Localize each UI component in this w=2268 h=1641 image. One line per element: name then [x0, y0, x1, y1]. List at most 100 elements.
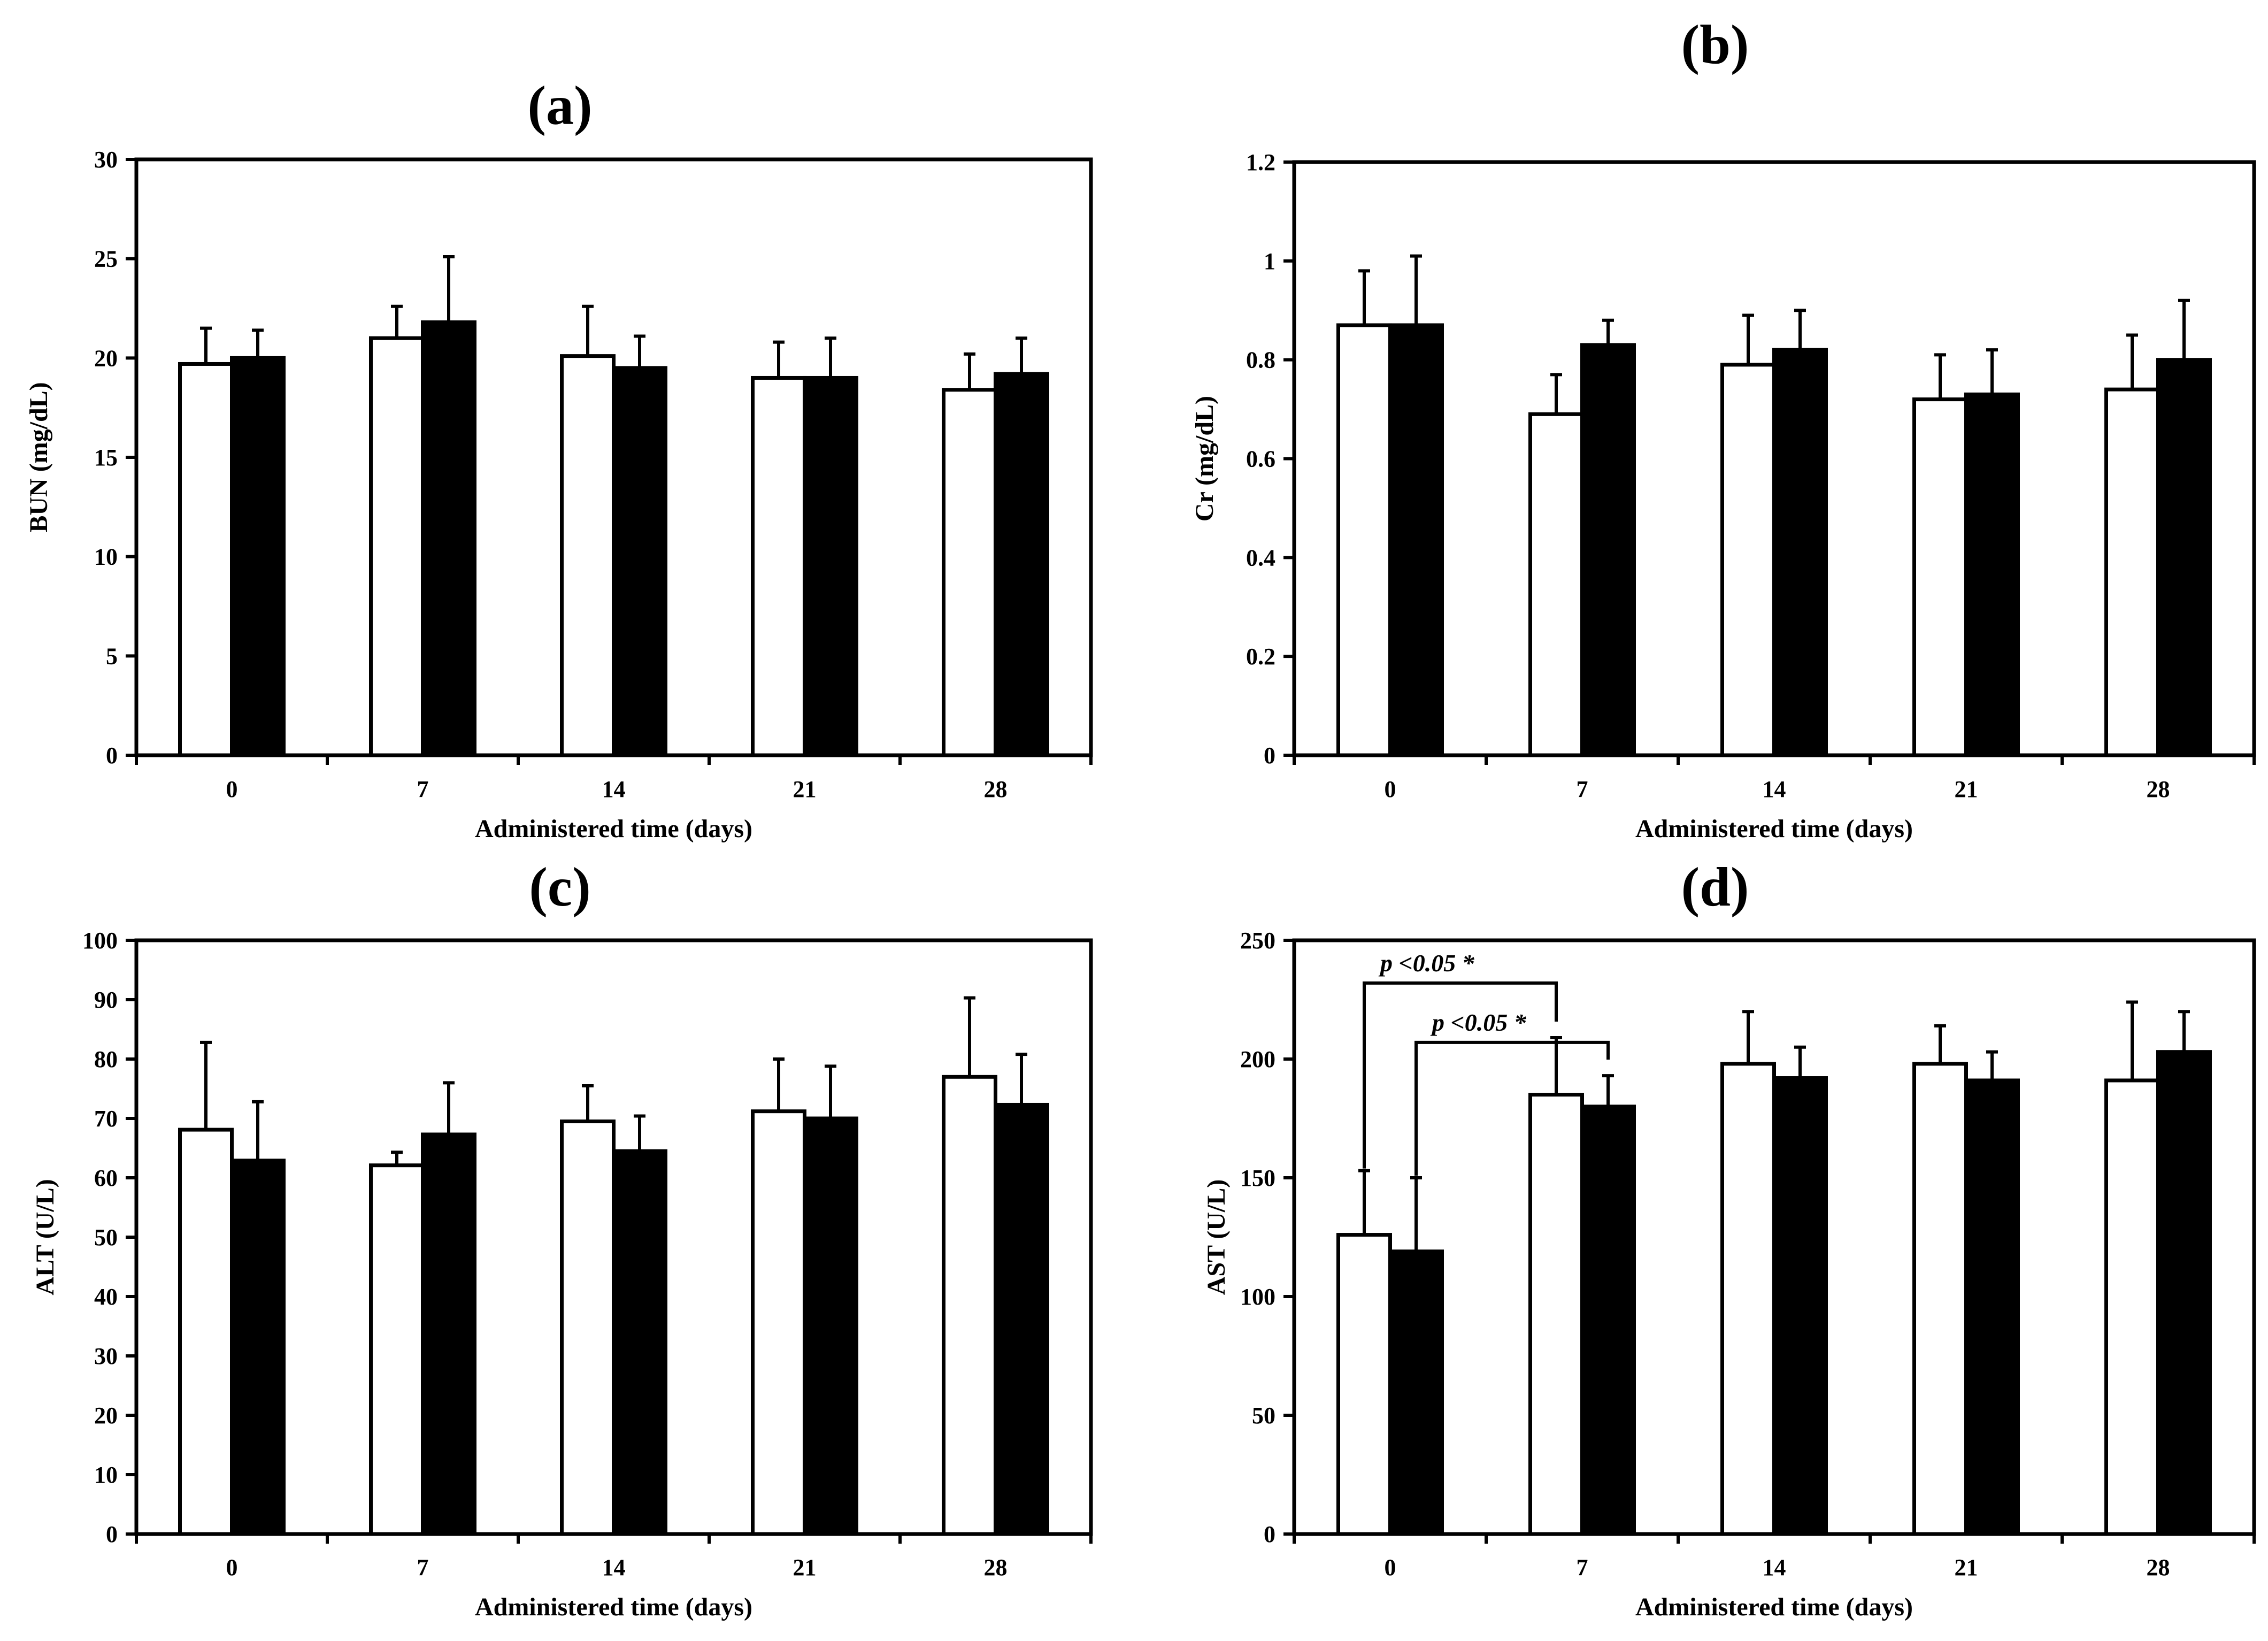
bar-filled-day-7: [421, 320, 476, 757]
y-tick-label: 0: [1264, 1521, 1275, 1547]
significance-bracket: [1414, 1040, 1610, 1176]
x-axis-label: Administered time (days): [475, 1593, 752, 1621]
bar-filled-day-0: [1388, 323, 1444, 757]
bar-filled-day-0: [1388, 1249, 1444, 1536]
x-tick-label: 0: [226, 1554, 238, 1581]
y-tick-label: 0.8: [1246, 347, 1275, 373]
bar-open-day-14: [560, 354, 616, 757]
bar-filled-day-14: [612, 1149, 667, 1536]
x-tick-label: 14: [602, 776, 626, 802]
y-tick-label: 0.6: [1246, 446, 1275, 472]
panel-bun-chart: (a) 0 5 10 15 20 25 30 0 7 14 21 28 Administered time…: [25, 75, 1093, 843]
panel-title: (c): [529, 856, 590, 918]
bar-filled-day-21: [1964, 1078, 2020, 1536]
bar-open-day-14: [1720, 1062, 1776, 1536]
x-tick-label: 28: [984, 776, 1008, 802]
y-axis-label: BUN (mg/dL): [25, 382, 53, 532]
bar-open-day-0: [1336, 323, 1392, 757]
y-tick-label: 30: [94, 1343, 118, 1369]
y-tick-label: 70: [94, 1106, 118, 1132]
bar-filled-day-14: [612, 366, 667, 757]
bar-open-day-28: [2104, 387, 2160, 757]
x-tick-label: 7: [417, 776, 429, 802]
bar-open-day-7: [369, 336, 425, 757]
panel-ast-chart: (d) 0 50 100 150 200 250 0 7 14 21 28 Administered t…: [1202, 856, 2256, 1621]
bar-open-day-21: [1912, 1062, 1968, 1536]
y-tick-label: 10: [94, 1462, 118, 1488]
bar-open-day-7: [369, 1163, 425, 1536]
plot-frame: [1292, 938, 2256, 1536]
bar-filled-day-0: [230, 356, 286, 757]
bar-filled-day-28: [2156, 1050, 2212, 1536]
x-axis-label: Administered time (days): [1635, 815, 1913, 843]
panel-alt-chart: (c) 0 10 20 30 40 50 60 70 80 90 100 0 7 14 21 28 Adminis…: [31, 856, 1093, 1621]
bar-filled-day-7: [421, 1132, 476, 1536]
bar-filled-day-21: [803, 375, 858, 757]
x-tick-label: 28: [2147, 1554, 2170, 1581]
bar-open-day-14: [560, 1119, 616, 1536]
panel-title: (b): [1681, 14, 1749, 75]
bar-open-day-7: [1528, 412, 1584, 757]
bar-filled-day-21: [803, 1116, 858, 1536]
bar-filled-day-28: [994, 372, 1049, 757]
y-tick-label: 100: [1240, 1284, 1275, 1310]
significance-label: p <0.05 *: [1430, 1009, 1527, 1036]
bar-filled-day-7: [1580, 1105, 1636, 1536]
x-tick-label: 28: [2147, 776, 2170, 802]
y-tick-label: 100: [82, 927, 118, 954]
y-tick-label: 80: [94, 1046, 118, 1072]
x-axis-label: Administered time (days): [1635, 1593, 1913, 1621]
x-tick-label: 21: [793, 1554, 817, 1581]
bar-open-day-21: [751, 375, 806, 757]
y-tick-label: 50: [1252, 1402, 1275, 1429]
x-tick-label: 14: [602, 1554, 626, 1581]
x-tick-label: 21: [793, 776, 817, 802]
x-tick-label: 0: [1385, 776, 1396, 802]
bar-filled-day-28: [2156, 358, 2212, 757]
y-tick-label: 0: [106, 742, 118, 769]
bar-open-day-0: [1336, 1233, 1392, 1536]
x-tick-label: 0: [226, 776, 238, 802]
x-tick-label: 7: [1577, 776, 1588, 802]
x-tick-label: 0: [1385, 1554, 1396, 1581]
y-tick-label: 0: [106, 1521, 118, 1547]
bar-filled-day-14: [1772, 348, 1828, 757]
x-tick-label: 14: [1763, 776, 1786, 802]
y-tick-label: 40: [94, 1284, 118, 1310]
y-tick-label: 20: [94, 345, 118, 371]
y-tick-label: 15: [94, 444, 118, 471]
y-tick-label: 20: [94, 1402, 118, 1429]
bar-filled-day-21: [1964, 392, 2020, 757]
x-tick-label: 21: [1955, 1554, 1978, 1581]
x-axis-label: Administered time (days): [475, 815, 752, 843]
y-tick-label: 10: [94, 544, 118, 570]
y-tick-label: 30: [94, 147, 118, 173]
bar-filled-day-0: [230, 1159, 286, 1536]
bar-open-day-28: [2104, 1078, 2160, 1536]
y-tick-label: 1: [1264, 248, 1275, 274]
y-tick-label: 25: [94, 246, 118, 272]
significance-label: p <0.05 *: [1378, 949, 1475, 977]
bar-filled-day-28: [994, 1102, 1049, 1536]
y-tick-label: 50: [94, 1224, 118, 1251]
significance-bracket: [1363, 981, 1558, 1169]
y-tick-label: 0: [1264, 742, 1275, 769]
bar-filled-day-7: [1580, 343, 1636, 757]
x-tick-label: 7: [417, 1554, 429, 1581]
panel-title: (a): [527, 75, 592, 136]
bar-filled-day-14: [1772, 1076, 1828, 1536]
bar-open-day-0: [178, 1128, 234, 1536]
bar-open-day-14: [1720, 363, 1776, 757]
x-tick-label: 28: [984, 1554, 1008, 1581]
bar-open-day-28: [942, 388, 997, 757]
y-tick-label: 0.2: [1246, 643, 1275, 670]
y-tick-label: 200: [1240, 1046, 1275, 1072]
y-tick-label: 0.4: [1246, 545, 1275, 571]
x-tick-label: 14: [1763, 1554, 1786, 1581]
panel-cr-chart: (b) 0 0.2 0.4 0.6 0.8 1 1.2 0 7 14 21 28 Administered…: [1190, 14, 2256, 843]
y-axis-label: Cr (mg/dL): [1190, 396, 1219, 522]
x-tick-label: 21: [1955, 776, 1978, 802]
bar-open-day-21: [1912, 397, 1968, 757]
bar-open-day-7: [1528, 1093, 1584, 1536]
